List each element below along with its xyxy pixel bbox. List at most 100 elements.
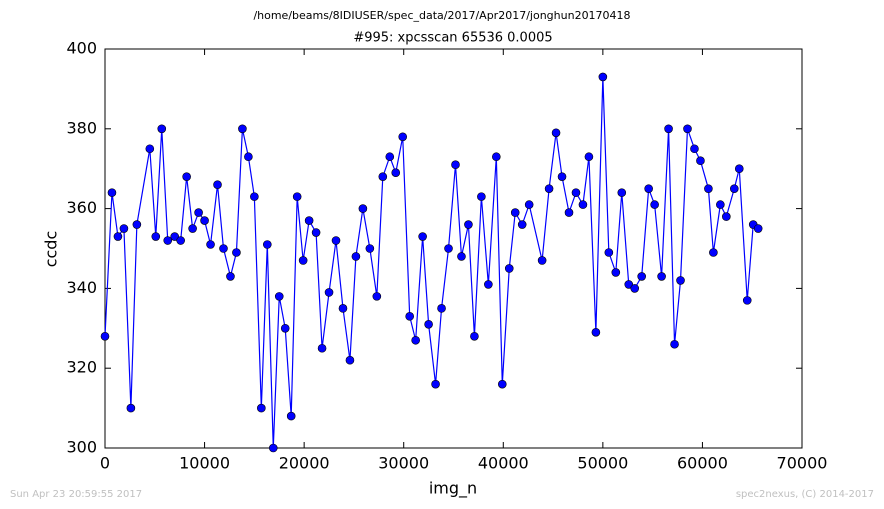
y-tick-label: 400 [66, 39, 97, 58]
data-point [268, 443, 278, 453]
data-point [100, 331, 110, 341]
data-point [457, 252, 466, 261]
data-point [244, 152, 253, 162]
data-point [219, 244, 228, 253]
data-point [696, 156, 705, 166]
data-point [200, 216, 209, 225]
data-point [213, 180, 222, 189]
x-tick-label: 0 [100, 454, 110, 473]
data-point [734, 164, 744, 173]
credit: spec2nexus, (C) 2014-2017 [736, 489, 874, 500]
data-point [126, 403, 136, 413]
x-axis-label: img_n [429, 479, 477, 499]
y-tick-label: 380 [66, 118, 97, 137]
data-point [132, 220, 142, 229]
data-point [544, 184, 554, 193]
data-point [107, 188, 117, 197]
data-point [591, 327, 601, 337]
data-point [564, 208, 574, 217]
data-point [644, 184, 653, 193]
data-point [372, 292, 382, 301]
data-point [345, 355, 355, 365]
data-point [630, 284, 640, 293]
data-point [257, 403, 266, 413]
data-point [578, 200, 588, 209]
data-point [145, 144, 155, 154]
data-point [742, 296, 752, 305]
x-tick-label: 20000 [279, 454, 330, 473]
data-point [598, 72, 608, 82]
x-tick-label: 40000 [478, 454, 529, 473]
data-point [704, 184, 713, 193]
data-point [391, 168, 401, 177]
data-point [151, 232, 161, 241]
data-point [451, 160, 460, 170]
data-point [424, 320, 433, 329]
data-point [611, 268, 621, 277]
data-point [411, 335, 420, 345]
data-point [650, 200, 659, 209]
data-point [464, 220, 473, 229]
data-point [280, 323, 290, 333]
data-point [484, 280, 493, 289]
data-point [324, 288, 334, 297]
data-point [437, 304, 446, 313]
data-point [524, 200, 534, 209]
data-point [492, 152, 501, 162]
data-point [331, 236, 341, 245]
data-point [176, 236, 185, 245]
data-point [263, 240, 272, 249]
data-point [206, 240, 215, 249]
data-point [571, 188, 581, 197]
data-point [232, 248, 241, 257]
x-tick-label: 10000 [179, 454, 230, 473]
timestamp: Sun Apr 23 20:59:55 2017 [10, 489, 142, 500]
plot-frame [104, 48, 803, 449]
data-point [517, 220, 527, 229]
data-point [182, 172, 191, 181]
data-point [637, 272, 646, 281]
data-point [311, 228, 321, 237]
data-point [238, 124, 247, 134]
data-point [398, 132, 408, 142]
data-point [378, 172, 388, 181]
y-tick-label: 320 [66, 358, 97, 377]
chart-subtitle: #995: xpcsscan 65536 0.0005 [353, 31, 552, 46]
data-point [624, 280, 634, 289]
data-point [753, 224, 763, 233]
data-point [292, 192, 302, 201]
data-point [119, 224, 129, 233]
data-point [250, 192, 259, 201]
data-point [298, 256, 308, 265]
data-point [604, 248, 614, 257]
data-point [194, 208, 203, 217]
data-point [722, 212, 731, 221]
data-point [418, 232, 427, 241]
data-point [163, 236, 173, 245]
y-axis-label: ccdc [42, 231, 61, 268]
data-point [716, 200, 725, 209]
data-point [274, 292, 284, 301]
x-tick-label: 50000 [577, 454, 628, 473]
data-point [226, 272, 235, 281]
data-point [504, 264, 514, 273]
data-point [683, 124, 692, 134]
data-point [365, 244, 375, 253]
data-point [405, 312, 414, 321]
data-point [444, 244, 453, 253]
chart-title: /home/beams/8IDIUSER/spec_data/2017/Apr2… [253, 9, 630, 22]
y-tick-label: 360 [66, 198, 97, 217]
data-point [676, 276, 685, 285]
data-point [584, 152, 594, 162]
data-point [709, 248, 718, 257]
data-point [510, 208, 520, 217]
data-point [497, 379, 507, 389]
data-point [657, 272, 666, 281]
data-point [157, 124, 167, 134]
y-tick-label: 340 [66, 278, 97, 297]
data-point [664, 124, 673, 134]
data-point [113, 232, 123, 241]
data-point [286, 411, 296, 421]
